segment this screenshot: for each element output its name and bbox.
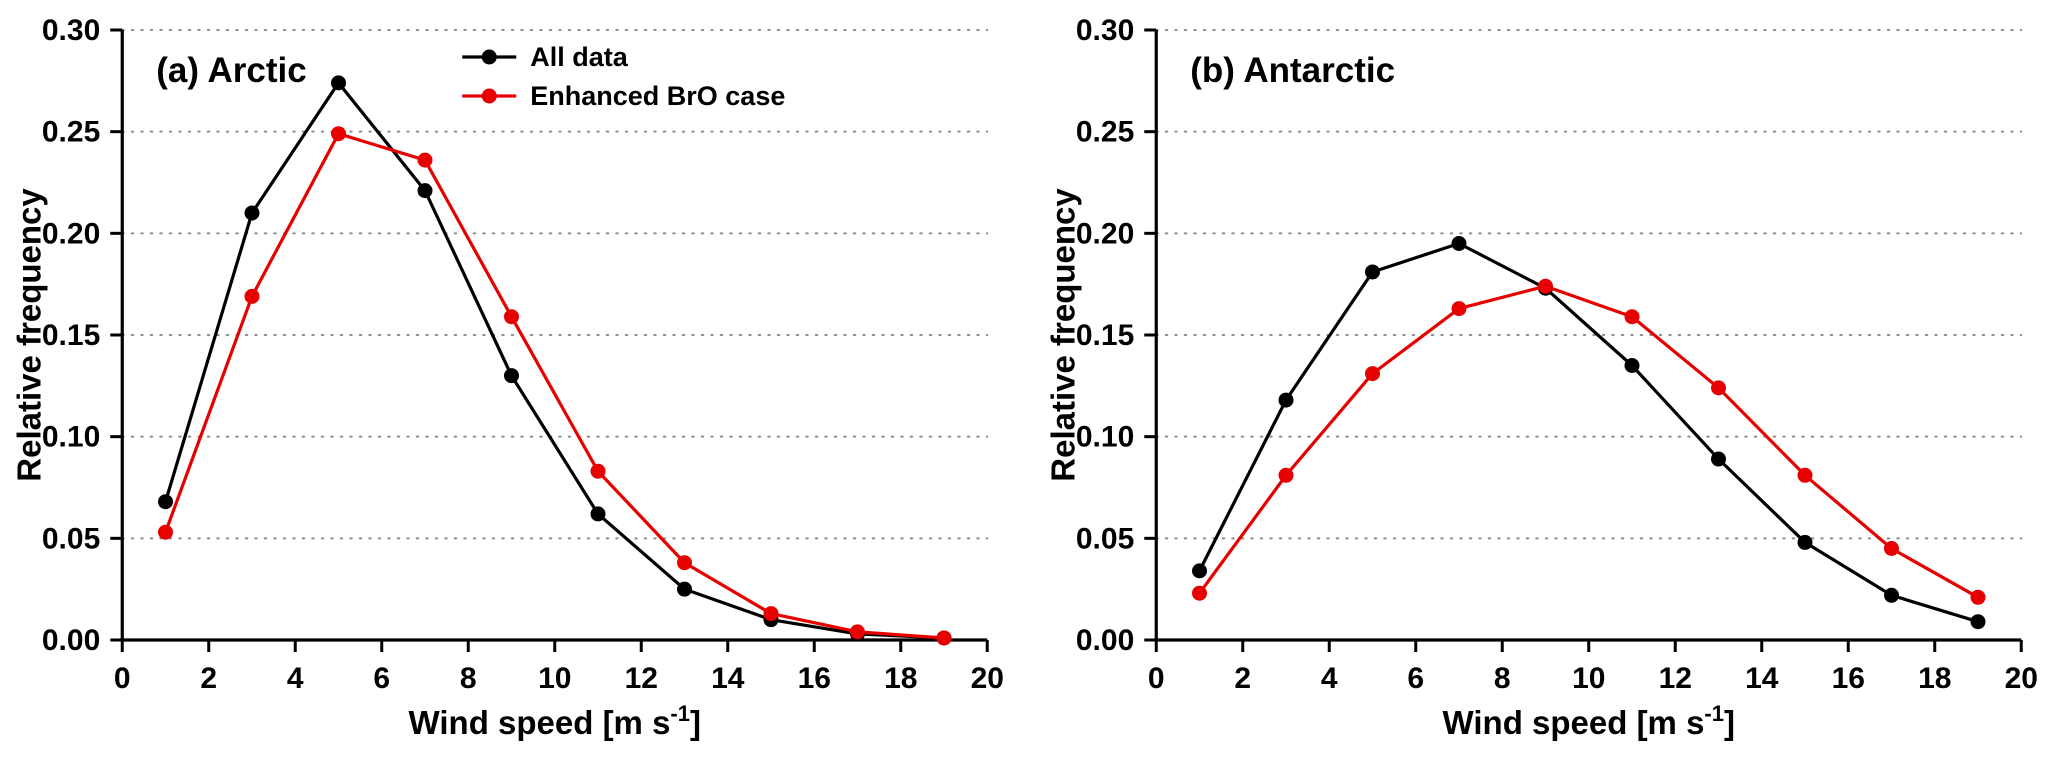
- y-tick-label: 0.10: [1075, 421, 1133, 454]
- x-tick-label: 8: [1493, 662, 1510, 695]
- series-marker-0: [1710, 451, 1726, 467]
- x-tick-label: 12: [1658, 662, 1691, 695]
- x-tick-label: 20: [2004, 662, 2037, 695]
- series-marker-1: [417, 152, 433, 168]
- x-tick-label: 8: [460, 662, 477, 695]
- x-tick-label: 4: [1320, 662, 1337, 695]
- gridlines: [121, 29, 989, 540]
- x-tick-label: 0: [1147, 662, 1164, 695]
- legend-marker: [481, 49, 497, 65]
- series-marker-1: [590, 463, 606, 479]
- antarctic-chart-svg: 0 2 4 6 8 10 12 14 16 18 20 0.00 0.05 0.10 0.15 0.20 0.2…: [1044, 14, 2038, 741]
- x-tick-label: 6: [1407, 662, 1424, 695]
- series-marker-0: [677, 581, 692, 597]
- legend-label: All data: [530, 42, 629, 72]
- series-marker-0: [1883, 587, 1899, 603]
- y-axis-title: Relative frequency: [1044, 188, 1081, 482]
- series-marker-0: [244, 205, 260, 221]
- x-tick-label: 0: [114, 662, 131, 695]
- series-marker-0: [590, 506, 606, 522]
- series-marker-1: [1364, 366, 1380, 382]
- series-marker-1: [936, 630, 952, 646]
- series-marker-0: [1191, 563, 1207, 579]
- y-tick-label: 0.15: [42, 319, 100, 352]
- series-line-1: [1197, 284, 1979, 599]
- y-tick-label: 0.30: [42, 14, 100, 47]
- y-tick-label: 0.05: [42, 522, 100, 555]
- series-marker-0: [1451, 236, 1466, 251]
- series-line-0: [163, 81, 945, 640]
- x-tick-label: 4: [287, 662, 304, 695]
- x-tick-label: 20: [971, 662, 1004, 695]
- series-line-1: [163, 132, 945, 640]
- y-tick-label: 0.15: [1075, 319, 1133, 352]
- x-axis-title: Wind speed [m s-1]: [409, 701, 701, 741]
- series-line-0: [1197, 241, 1978, 624]
- series-marker-0: [1278, 392, 1293, 408]
- chart-panel-antarctic: 0 2 4 6 8 10 12 14 16 18 20 0.00 0.05 0.10 0.15 0.20 0.2…: [1034, 0, 2067, 760]
- x-tick-label: 14: [1745, 662, 1779, 695]
- arctic-chart-svg: 0 2 4 6 8 10 12 14 16 18 20 0.00 0.05 0.10 0.15 0.20 0.2…: [10, 14, 1004, 741]
- x-tick-label: 12: [625, 662, 658, 695]
- y-tick-label: 0.25: [42, 116, 100, 149]
- legend-label: Enhanced BrO case: [530, 81, 785, 111]
- legend: All data Enhanced BrO case: [462, 42, 785, 111]
- y-tick-label: 0.20: [42, 217, 100, 250]
- series-marker-0: [1624, 358, 1639, 373]
- series-marker-1: [677, 555, 692, 571]
- series-marker-1: [1451, 301, 1466, 317]
- series-marker-0: [331, 75, 346, 91]
- series-marker-1: [1710, 380, 1726, 396]
- series-marker-1: [244, 288, 260, 304]
- panel-label: (b) Antarctic: [1190, 51, 1395, 90]
- series-marker-0: [1970, 614, 1985, 630]
- y-axis-title: Relative frequency: [10, 188, 47, 482]
- y-tick-label: 0.20: [1075, 217, 1133, 250]
- series-marker-1: [850, 624, 865, 640]
- series-marker-1: [331, 126, 346, 142]
- series-marker-1: [1970, 589, 1985, 605]
- series-marker-1: [1883, 541, 1899, 556]
- legend-marker: [481, 88, 497, 104]
- y-tick-label: 0.00: [1075, 624, 1133, 657]
- series-marker-0: [1797, 534, 1812, 550]
- gridlines: [1154, 29, 2022, 540]
- x-tick-label: 18: [884, 662, 917, 695]
- y-tick-label: 0.00: [42, 624, 100, 657]
- series-marker-1: [504, 309, 519, 325]
- panel-label: (a) Arctic: [156, 51, 306, 90]
- series-marker-1: [158, 524, 173, 540]
- series-marker-1: [1624, 309, 1639, 325]
- y-tick-label: 0.30: [1075, 14, 1133, 47]
- series-marker-1: [1278, 467, 1293, 483]
- y-tick-label: 0.05: [1075, 522, 1133, 555]
- chart-panel-arctic: 0 2 4 6 8 10 12 14 16 18 20 0.00 0.05 0.10 0.15 0.20 0.2…: [10, 14, 1004, 741]
- y-tick-label: 0.25: [1075, 116, 1133, 149]
- series-marker-0: [417, 183, 433, 199]
- x-tick-label: 6: [373, 662, 390, 695]
- x-tick-label: 2: [200, 662, 217, 695]
- series-marker-0: [504, 368, 519, 384]
- y-tick-label: 0.10: [42, 421, 100, 454]
- series-marker-1: [1191, 585, 1207, 601]
- x-tick-label: 16: [798, 662, 831, 695]
- series-marker-1: [1797, 467, 1812, 483]
- x-tick-label: 10: [538, 662, 571, 695]
- x-tick-label: 16: [1831, 662, 1864, 695]
- x-tick-label: 14: [711, 662, 745, 695]
- x-tick-label: 2: [1234, 662, 1251, 695]
- x-axis-title: Wind speed [m s-1]: [1442, 701, 1734, 741]
- x-tick-label: 18: [1918, 662, 1951, 695]
- series-marker-0: [158, 494, 173, 510]
- series-marker-1: [1537, 278, 1553, 294]
- x-tick-label: 10: [1572, 662, 1605, 695]
- series-marker-1: [763, 606, 779, 622]
- series-marker-0: [1364, 264, 1380, 280]
